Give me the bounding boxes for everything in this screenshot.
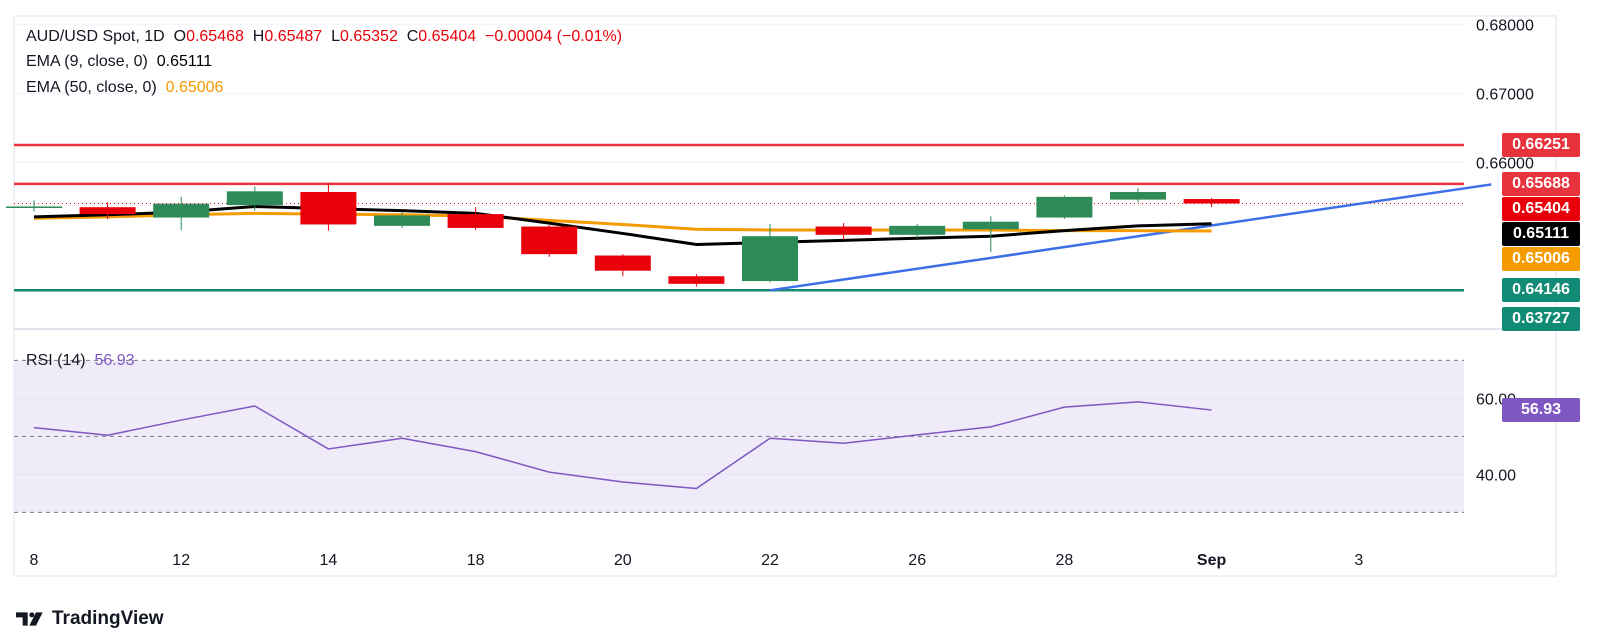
ohlc-open-label: O [173,28,187,45]
time-tick-label: 22 [761,552,779,569]
ema50-line [33,211,1212,233]
ohlc-close-value: 0.65404 [418,28,477,45]
ema50-legend[interactable]: EMA (50, close, 0) 0.65006 [26,79,223,97]
price-badge: 0.64146 [1502,278,1580,303]
candle-up [889,225,946,235]
candle-up [226,191,283,206]
rsi-legend-value: 56.93 [94,352,135,369]
ema9-line [33,205,1212,246]
candle-up [742,236,798,282]
tradingview-brand: TradingView [52,608,164,629]
price-tick-label: 0.67000 [1476,86,1534,103]
candle-down [79,207,136,215]
candle-up [153,203,210,218]
candle-up [1036,196,1093,218]
candle-up [374,215,430,226]
ascending-trendline [769,183,1492,292]
candle-down [300,192,357,225]
time-tick-label: 18 [467,552,485,569]
ema9-label: EMA (9, close, 0) [26,53,148,70]
candle-down [1183,199,1240,204]
candle-down [594,255,651,271]
price-badge: 0.63727 [1502,307,1580,332]
symbol-name: AUD/USD Spot, 1D [26,28,165,45]
price-tick-label: 0.68000 [1476,17,1534,34]
tradingview-logo[interactable]: TradingView [16,608,164,630]
time-tick-label: 14 [320,552,338,569]
ohlc-low-value: 0.65352 [340,28,398,45]
candle-up [6,206,62,209]
ema50-value: 0.65006 [165,79,224,96]
time-tick-label: 8 [30,552,39,569]
ohlc-high-label: H [252,28,265,45]
time-tick-label: 3 [1354,552,1363,569]
tradingview-icon [16,612,43,626]
price-badge: 0.65404 [1502,196,1580,221]
ohlc-close-label: C [406,28,419,45]
price-badge: 0.66251 [1502,133,1580,157]
symbol-legend: AUD/USD Spot, 1D O0.65468 H0.65487 L0.65… [26,28,622,46]
price-badge: 0.65006 [1502,246,1580,271]
time-tick-label: 26 [908,552,926,569]
candle-down [521,226,578,255]
ohlc-change: −0.00004 (−0.01%) [485,28,623,45]
ema50-label: EMA (50, close, 0) [26,79,157,96]
time-tick-label: Sep [1197,552,1227,569]
time-tick-label: 20 [614,552,632,569]
time-tick-label: 12 [172,552,190,569]
rsi-value-badge: 56.93 [1502,398,1580,423]
ohlc-open-value: 0.65468 [186,28,244,45]
rsi-line [33,401,1212,490]
price-badge: 0.65688 [1502,171,1580,196]
ohlc-low-label: L [331,28,340,45]
rsi-legend[interactable]: RSI (14) 56.93 [26,352,135,370]
time-tick-label: 28 [1056,552,1074,569]
ohlc-high-value: 0.65487 [264,28,323,45]
ema9-value: 0.65111 [156,53,213,70]
rsi-tick-label: 40.00 [1476,467,1516,484]
candle-up [1110,192,1166,200]
candle-down [447,214,504,228]
price-tick-label: 0.66000 [1476,155,1534,172]
candle-down [668,276,725,284]
price-badge: 0.65111 [1502,221,1580,246]
candle-up [962,221,1019,230]
candle-down [815,226,872,235]
ema9-legend[interactable]: EMA (9, close, 0) 0.65111 [26,53,212,71]
rsi-label: RSI (14) [26,352,86,369]
